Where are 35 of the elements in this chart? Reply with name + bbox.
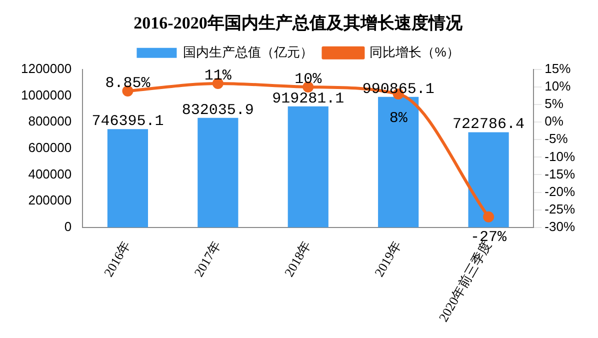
bar: [468, 132, 509, 228]
y2-tick-label: 5%: [544, 96, 564, 112]
bar: [288, 106, 328, 228]
data-label: 10%: [294, 70, 323, 88]
legend-label: 国内生产总值（亿元）: [183, 44, 314, 60]
y2-tick-label: -10%: [544, 148, 576, 164]
data-label: 990865.1: [362, 80, 434, 98]
y-tick-label: 0: [64, 218, 72, 234]
data-label: 919281.1: [272, 90, 344, 108]
y-tick-label: 1000000: [20, 87, 72, 102]
y2-tick-label: 0%: [544, 114, 564, 129]
data-label: 832035.9: [182, 102, 254, 119]
y2-tick-label: 15%: [544, 60, 572, 76]
point: [483, 211, 494, 222]
y-tick-label: 800000: [28, 114, 72, 129]
y2-tick-label: 10%: [544, 78, 572, 94]
y-tick-label: 200000: [28, 192, 72, 208]
legend-label: 同比增长（%）: [370, 44, 460, 60]
y-tick-label: 1200000: [20, 60, 72, 76]
y2-tick-label: -5%: [544, 131, 568, 146]
bar: [198, 118, 238, 228]
bar: [378, 96, 419, 228]
bar: [107, 129, 148, 228]
data-label: 722786.4: [452, 116, 525, 134]
y-tick-label: 400000: [28, 166, 72, 182]
data-label: 8.85%: [105, 74, 152, 92]
chart-title: 2016-2020年国内生产总值及其增长速度情况: [134, 14, 464, 33]
y2-tick-label: -30%: [544, 218, 576, 234]
data-label: 8%: [389, 110, 408, 127]
y2-tick-label: -20%: [544, 184, 576, 199]
data-label: 11%: [204, 67, 232, 84]
data-label: 746395.1: [92, 113, 164, 130]
y2-tick-label: -15%: [544, 166, 576, 182]
y-tick-label: 600000: [28, 140, 72, 155]
y2-tick-label: -25%: [544, 201, 576, 216]
